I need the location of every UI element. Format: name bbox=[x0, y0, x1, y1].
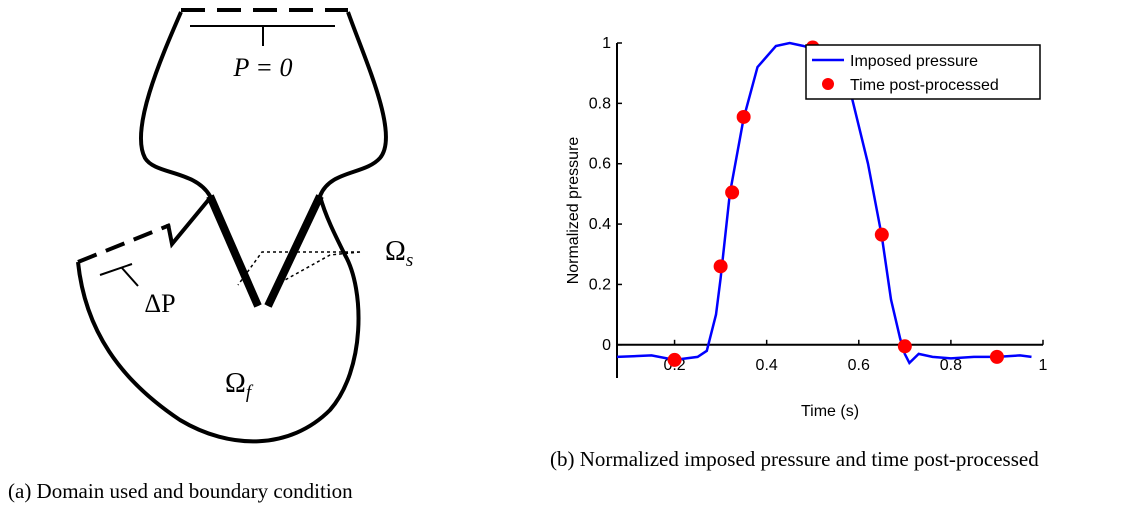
dp-marker bbox=[99, 263, 139, 287]
y-tick-label: 0 bbox=[602, 337, 611, 354]
omega-subscript: f bbox=[246, 382, 254, 403]
omega-s-label: Ωs bbox=[385, 236, 413, 271]
wall-lower bbox=[76, 195, 361, 444]
domain-diagram bbox=[76, 8, 388, 444]
y-tick-label: 0.4 bbox=[589, 216, 611, 233]
data-point bbox=[713, 259, 728, 274]
x-tick-label: 0.4 bbox=[756, 357, 778, 374]
dp-label: ΔP bbox=[144, 289, 175, 318]
data-point bbox=[897, 339, 912, 354]
data-point bbox=[736, 109, 751, 124]
data-point bbox=[874, 227, 889, 242]
legend-marker bbox=[822, 78, 834, 90]
legend-label: Imposed pressure bbox=[850, 53, 978, 70]
p-label: P = 0 bbox=[233, 53, 293, 82]
leaflet-left bbox=[206, 194, 262, 308]
y-axis-label: Normalized pressure bbox=[565, 137, 582, 285]
x-axis-label: Time (s) bbox=[801, 403, 859, 420]
caption-b: (b) Normalized imposed pressure and time… bbox=[550, 447, 1039, 471]
y-tick-label: 0.2 bbox=[589, 276, 611, 293]
data-point bbox=[725, 185, 740, 200]
omega-f-label: Ωf bbox=[225, 368, 254, 403]
wall-right bbox=[266, 11, 388, 307]
omega-subscript: s bbox=[406, 250, 413, 271]
leaflet-right bbox=[264, 194, 324, 308]
y-tick-label: 1 bbox=[602, 35, 611, 52]
wall-left bbox=[139, 11, 260, 307]
caption-a: (a) Domain used and boundary condition bbox=[8, 479, 353, 503]
legend-box bbox=[805, 44, 1041, 100]
omega-symbol: Ω bbox=[225, 368, 246, 399]
x-tick-label: 1 bbox=[1039, 357, 1048, 374]
wall-inlet bbox=[166, 196, 212, 249]
data-point bbox=[667, 352, 682, 367]
legend-label: Time post-processed bbox=[850, 77, 999, 94]
inlet-boundary bbox=[77, 223, 171, 264]
p-marker bbox=[190, 25, 335, 46]
y-tick-label: 0.6 bbox=[589, 156, 611, 173]
omega-symbol: Ω bbox=[385, 236, 406, 267]
x-tick-label: 0.6 bbox=[848, 357, 870, 374]
data-point bbox=[989, 349, 1004, 364]
x-tick-label: 0.8 bbox=[940, 357, 962, 374]
omega-s-pointer bbox=[237, 251, 361, 286]
y-tick-label: 0.8 bbox=[589, 95, 611, 112]
